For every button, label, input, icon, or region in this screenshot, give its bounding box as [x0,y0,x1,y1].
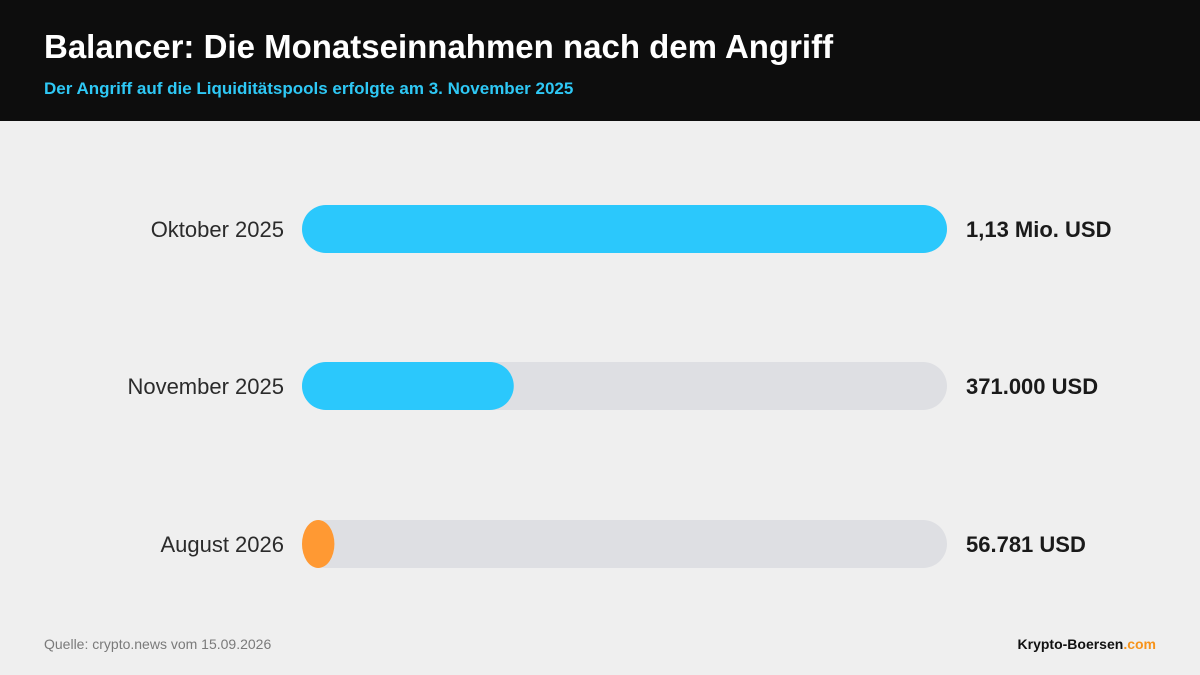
chart-title: Balancer: Die Monatseinnahmen nach dem A… [44,28,834,65]
category-label: November 2025 [127,374,284,399]
value-label: 371.000 USD [966,374,1098,399]
chart-subtitle: Der Angriff auf die Liquiditätspools erf… [44,79,574,98]
brand-logo: Krypto-Boersen.com [1018,636,1156,652]
bar-track [302,520,947,568]
category-label: Oktober 2025 [151,217,284,242]
value-label: 56.781 USD [966,532,1086,557]
bar-3 [302,520,335,568]
brand-main: Krypto-Boersen [1017,636,1124,652]
header-band: Balancer: Die Monatseinnahmen nach dem A… [0,0,1200,121]
bar-chart: Oktober 2025 1,13 Mio. USD November 2025 37… [127,205,1111,568]
bar-1 [302,205,947,253]
brand-suffix: .com [1123,636,1156,652]
value-label: 1,13 Mio. USD [966,217,1111,242]
bar-2 [302,362,514,410]
source-note: Quelle: crypto.news vom 15.09.2026 [44,636,272,652]
category-label: August 2026 [160,532,284,557]
